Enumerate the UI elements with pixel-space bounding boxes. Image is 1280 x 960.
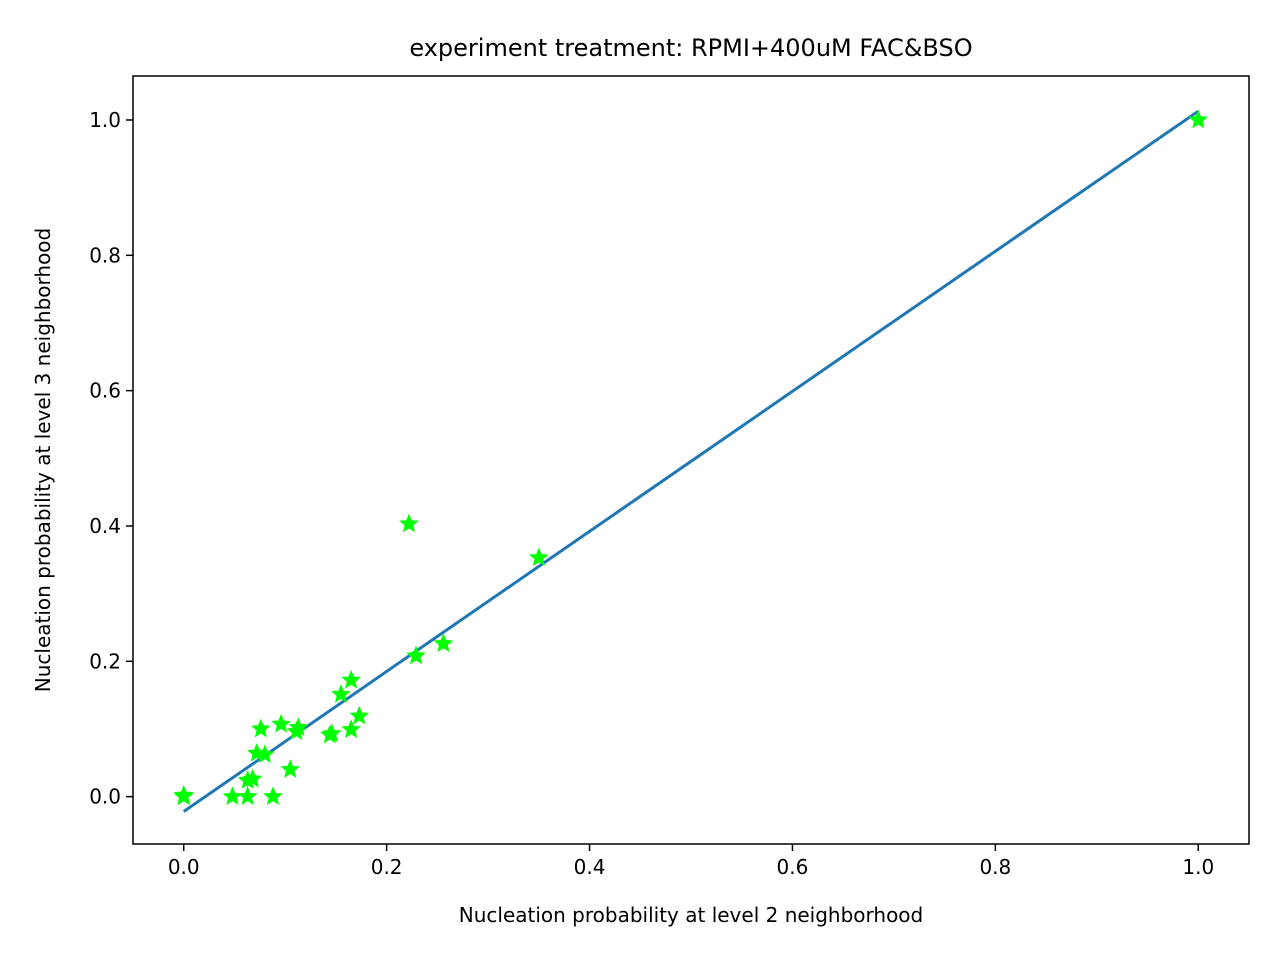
- data-point: [288, 717, 309, 736]
- y-tick-label: 0.8: [89, 243, 121, 267]
- y-tick-label: 0.2: [89, 649, 121, 673]
- chart-title: experiment treatment: RPMI+400uM FAC&BSO: [409, 34, 972, 62]
- data-point: [406, 645, 426, 665]
- y-tick-label: 0.4: [89, 514, 121, 538]
- data-point: [173, 784, 194, 804]
- x-tick-label: 0.2: [371, 855, 403, 879]
- data-point: [237, 786, 258, 805]
- data-point: [322, 723, 342, 743]
- data-point: [331, 684, 351, 703]
- y-tick-label: 0.0: [89, 785, 121, 809]
- data-point: [263, 786, 283, 805]
- data-point: [341, 719, 361, 739]
- data-point: [271, 713, 291, 733]
- x-axis: 0.0 0.2 0.4 0.6 0.8 1.0: [168, 844, 1214, 879]
- x-tick-label: 0.0: [168, 855, 200, 879]
- y-tick-label: 1.0: [89, 108, 121, 132]
- plot-area: [173, 109, 1209, 813]
- data-point: [251, 718, 271, 738]
- x-axis-label: Nucleation probability at level 2 neighb…: [459, 903, 924, 927]
- y-tick-label: 0.6: [89, 379, 121, 403]
- x-tick-label: 0.8: [979, 855, 1011, 879]
- data-point: [399, 513, 419, 533]
- data-point: [255, 744, 275, 764]
- y-axis-label: Nucleation probability at level 3 neighb…: [31, 228, 55, 693]
- y-axis: 0.0 0.2 0.4 0.6 0.8 1.0: [89, 108, 133, 809]
- x-tick-label: 1.0: [1182, 855, 1214, 879]
- x-tick-label: 0.6: [777, 855, 809, 879]
- x-tick-label: 0.4: [574, 855, 606, 879]
- data-point: [242, 768, 263, 788]
- data-point: [529, 547, 549, 567]
- data-point: [349, 705, 370, 725]
- data-point: [1188, 109, 1209, 129]
- data-point: [433, 633, 454, 653]
- data-point: [341, 669, 361, 689]
- plot-frame: [132, 75, 1250, 845]
- fit-line: [182, 109, 1200, 813]
- data-point: [280, 759, 301, 778]
